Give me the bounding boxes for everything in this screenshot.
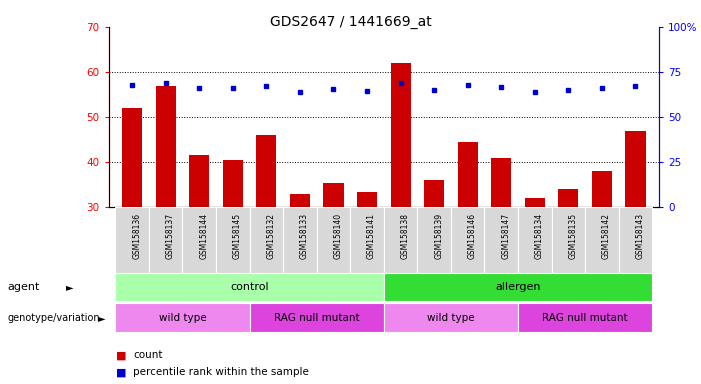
Bar xyxy=(384,273,652,301)
Text: GSM158143: GSM158143 xyxy=(635,213,644,259)
Text: RAG null mutant: RAG null mutant xyxy=(274,313,360,323)
Text: GSM158134: GSM158134 xyxy=(535,213,544,259)
Text: count: count xyxy=(133,350,163,360)
Text: ►: ► xyxy=(98,313,105,323)
Bar xyxy=(156,86,176,207)
Bar xyxy=(122,108,142,207)
Bar xyxy=(323,182,343,207)
Text: allergen: allergen xyxy=(496,282,540,292)
Bar xyxy=(257,135,276,207)
Bar xyxy=(552,207,585,273)
Bar xyxy=(250,207,283,273)
Bar xyxy=(458,142,478,207)
Text: genotype/variation: genotype/variation xyxy=(7,313,100,323)
Bar xyxy=(518,303,652,332)
Text: agent: agent xyxy=(7,282,39,292)
Text: GSM158133: GSM158133 xyxy=(300,213,309,259)
Text: wild type: wild type xyxy=(158,313,206,323)
Bar xyxy=(283,207,317,273)
Text: wild type: wild type xyxy=(427,313,475,323)
Text: GSM158141: GSM158141 xyxy=(367,213,376,258)
Bar xyxy=(424,180,444,207)
Bar xyxy=(384,207,417,273)
Bar xyxy=(390,63,411,207)
Bar xyxy=(585,207,619,273)
Text: ►: ► xyxy=(67,282,74,292)
Text: GSM158135: GSM158135 xyxy=(569,213,578,259)
Text: GSM158132: GSM158132 xyxy=(266,213,275,258)
Bar xyxy=(625,131,646,207)
Text: GSM158142: GSM158142 xyxy=(602,213,611,258)
Text: GSM158139: GSM158139 xyxy=(434,213,443,259)
Bar xyxy=(417,207,451,273)
Bar xyxy=(116,303,250,332)
Bar xyxy=(149,207,182,273)
Text: GSM158136: GSM158136 xyxy=(132,213,141,259)
Bar xyxy=(116,207,149,273)
Bar xyxy=(116,273,384,301)
Bar xyxy=(290,194,310,207)
Bar xyxy=(216,207,250,273)
Text: GSM158144: GSM158144 xyxy=(199,213,208,259)
Bar xyxy=(189,156,210,207)
Bar xyxy=(384,303,518,332)
Text: GSM158145: GSM158145 xyxy=(233,213,242,259)
Bar xyxy=(484,207,518,273)
Text: ■: ■ xyxy=(116,367,126,377)
Text: GSM158140: GSM158140 xyxy=(334,213,343,259)
Text: control: control xyxy=(230,282,269,292)
Bar xyxy=(518,207,552,273)
Bar xyxy=(317,207,350,273)
Bar xyxy=(350,207,384,273)
Text: GDS2647 / 1441669_at: GDS2647 / 1441669_at xyxy=(270,15,431,29)
Text: RAG null mutant: RAG null mutant xyxy=(543,313,628,323)
Bar xyxy=(491,158,511,207)
Bar xyxy=(558,189,578,207)
Bar xyxy=(250,303,384,332)
Bar xyxy=(592,171,612,207)
Text: percentile rank within the sample: percentile rank within the sample xyxy=(133,367,309,377)
Bar xyxy=(525,198,545,207)
Bar xyxy=(619,207,652,273)
Text: ■: ■ xyxy=(116,350,126,360)
Bar xyxy=(223,160,243,207)
Bar xyxy=(357,192,377,207)
Text: GSM158137: GSM158137 xyxy=(165,213,175,259)
Text: GSM158146: GSM158146 xyxy=(468,213,477,259)
Text: GSM158138: GSM158138 xyxy=(400,213,409,258)
Text: GSM158147: GSM158147 xyxy=(501,213,510,259)
Bar xyxy=(451,207,484,273)
Bar xyxy=(182,207,216,273)
